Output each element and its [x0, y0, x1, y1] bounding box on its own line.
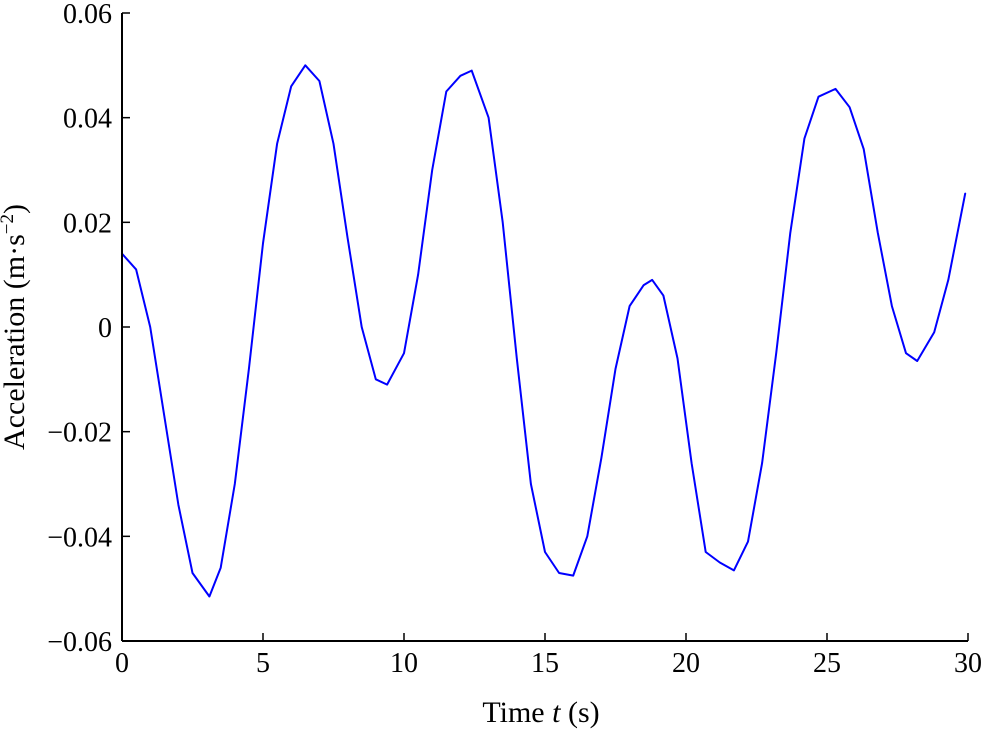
- y-tick-label: 0.04: [63, 104, 112, 135]
- y-axis-title-close: ): [0, 204, 31, 214]
- y-axis-title-main: Acceleration (m·s: [0, 234, 31, 450]
- ticks: 0 5 10 15 20 25 30 −0.06 −0.04 −0.02 0 0.02 0.04 0.06: [47, 0, 982, 679]
- y-tick-label: −0.04: [47, 522, 112, 553]
- series-line-1: [121, 64, 967, 598]
- x-tick-label: 0: [115, 648, 129, 679]
- x-axis-title: Time t (s): [482, 696, 599, 729]
- y-axis-title-exponent: −2: [0, 214, 18, 234]
- y-tick-label: −0.02: [47, 418, 112, 449]
- x-tick-label: 5: [256, 648, 270, 679]
- x-tick-label: 30: [954, 648, 982, 679]
- y-tick-label: 0: [98, 313, 112, 344]
- x-axis-title-variable: t: [552, 696, 561, 729]
- y-tick-label: −0.06: [47, 627, 112, 658]
- axes: [121, 13, 968, 642]
- y-tick-label: 0.06: [63, 0, 112, 30]
- x-axis-title-prefix: Time: [482, 696, 552, 729]
- y-tick-label: 0.02: [63, 208, 112, 239]
- series-layer: [121, 64, 967, 598]
- x-tick-label: 20: [672, 648, 700, 679]
- x-tick-label: 15: [531, 648, 559, 679]
- x-tick-label: 25: [813, 648, 841, 679]
- x-tick-label: 10: [390, 648, 418, 679]
- y-axis-title: Acceleration (m·s−2): [0, 204, 31, 450]
- x-axis-title-unit: (s): [560, 696, 599, 729]
